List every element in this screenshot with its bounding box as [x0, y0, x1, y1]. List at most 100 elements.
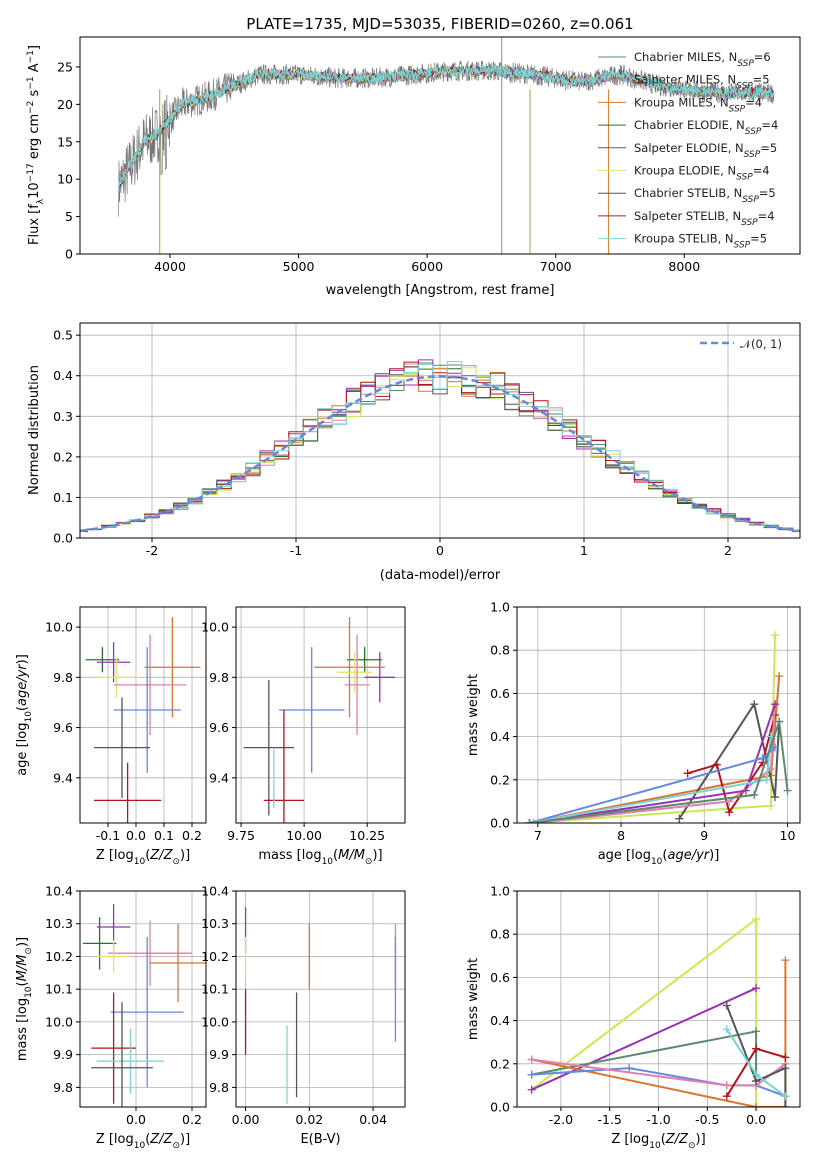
mass-weight-marker	[752, 1027, 761, 1036]
y-tick-label: 15	[57, 134, 73, 149]
errorbar-point	[82, 917, 117, 970]
spectrum-frame	[79, 36, 801, 255]
mass-weight-marker	[771, 793, 780, 802]
y-tick-label: 10.3	[201, 916, 229, 931]
x-tick-label: -0.5	[695, 1112, 719, 1127]
mass-weight-marker	[752, 1103, 761, 1107]
x-tick-label: -0.1	[96, 828, 120, 843]
y-tick-label: 0.2	[490, 1056, 510, 1071]
errorbar-point	[108, 920, 192, 986]
distribution-y-label: Normed distribution	[27, 365, 42, 495]
x-tick-label: 10	[780, 828, 796, 843]
y-tick-label: 5	[65, 209, 73, 224]
legend-entry: Salpeter STELIB, NSSP=4	[634, 209, 775, 228]
mass_vs_z-errorbars	[82, 904, 206, 1107]
y-tick-label: 9.8	[53, 1080, 73, 1095]
distribution-frame	[79, 322, 801, 539]
y-tick-label: 9.6	[209, 720, 229, 735]
y-tick-label: 9.8	[209, 670, 229, 685]
y-tick-label: 10.3	[45, 916, 73, 931]
y-tick-label: 10.4	[45, 884, 73, 899]
x-tick-label: 7000	[540, 259, 572, 274]
spectrum-lines	[118, 37, 775, 254]
mass-weight-marker	[752, 1070, 761, 1079]
mass-weight-marker	[625, 1064, 634, 1073]
distribution-x-label: (data-model)/error	[380, 568, 501, 583]
y-tick-label: 9.4	[209, 770, 229, 785]
y-tick-label: 9.6	[53, 720, 73, 735]
age_vs_z-axes: -0.1 0.0 0.1 0.2 9.4 9.6 9.8 10.0	[45, 607, 206, 843]
mass-weight-marker	[675, 814, 684, 823]
errorbar-point	[91, 992, 136, 1104]
age_vs_mass-axes: 9.75 10.00 10.25 9.4 9.6 9.8 10.0	[201, 607, 405, 843]
age_vs_z-x-label: Z [log10(Z/Z⊙)]	[96, 848, 190, 867]
mass-weight-marker	[766, 801, 775, 810]
y-tick-label: 0.4	[490, 1013, 510, 1028]
y-tick-label: 0.0	[53, 531, 73, 546]
y-tick-label: 0.8	[490, 643, 510, 658]
y-tick-label: 0.4	[53, 368, 73, 383]
x-tick-label: 5000	[283, 259, 315, 274]
errorbar-point	[113, 634, 187, 736]
mass-weight-line	[725, 1005, 787, 1107]
mass-weight-marker	[781, 1103, 790, 1107]
legend-entry: Salpeter ELODIE, NSSP=5	[634, 141, 777, 160]
x-tick-label: 10.00	[286, 828, 322, 843]
mass_vs_ebv-frame	[235, 890, 406, 1108]
x-tick-label: 0.00	[232, 1112, 260, 1127]
weight_vs_z-y-label: mass weight	[466, 958, 481, 1040]
mass-weight-marker	[781, 1092, 790, 1101]
mass-weight-marker	[775, 672, 784, 681]
x-tick-label: 4000	[154, 259, 186, 274]
x-tick-label: 0	[436, 543, 444, 558]
mass_vs_z-x-label: Z [log10(Z/Z⊙)]	[96, 1132, 190, 1151]
spectrum-x-label: wavelength [Angstrom, rest frame]	[326, 283, 555, 298]
distribution-histograms	[80, 359, 800, 533]
errorbar-point	[94, 762, 162, 823]
errorbar-point	[144, 617, 201, 718]
mass-weight-marker	[722, 1025, 731, 1034]
age_vs_mass-frame	[235, 606, 406, 824]
errorbar-point	[364, 652, 395, 703]
x-tick-label: -2.0	[549, 1112, 573, 1127]
x-tick-label: 0.0	[126, 828, 146, 843]
x-tick-label: 9	[700, 828, 708, 843]
mass-weight-marker	[752, 984, 761, 993]
errorbar-point	[263, 709, 305, 823]
mass-weight-marker	[527, 1085, 536, 1094]
y-tick-label: 25	[57, 59, 73, 74]
legend-entry: Kroupa STELIB, NSSP=5	[634, 232, 767, 251]
y-tick-label: 9.8	[53, 670, 73, 685]
mass-weight-line	[529, 721, 789, 823]
y-tick-label: 0.1	[53, 490, 73, 505]
x-tick-label: 0.2	[182, 828, 202, 843]
errorbar-point	[346, 647, 383, 673]
y-tick-label: 9.9	[209, 1047, 229, 1062]
legend-entry: Salpeter MILES, NSSP=5	[634, 73, 770, 92]
mass-weight-marker	[781, 1064, 790, 1073]
mass-weight-marker	[722, 1081, 731, 1090]
x-tick-label: 1	[580, 543, 588, 558]
mass-weight-line	[530, 917, 758, 1107]
y-tick-label: 0.4	[490, 729, 510, 744]
spectrum-y-label: Flux [fλ10−17 erg cm−2 s−1 A−1]	[26, 45, 46, 245]
y-tick-label: 10.0	[201, 1014, 229, 1029]
y-tick-label: 10.0	[45, 1014, 73, 1029]
mass-weight-marker	[758, 754, 767, 763]
mass-weight-marker	[722, 1092, 731, 1101]
y-tick-label: 0	[65, 247, 73, 262]
histogram-line	[80, 361, 800, 532]
y-tick-label: 0.2	[53, 449, 73, 464]
y-tick-label: 10.0	[201, 620, 229, 635]
errorbar-point	[314, 617, 385, 718]
y-tick-label: 1.0	[490, 600, 510, 615]
y-tick-label: 9.8	[209, 1080, 229, 1095]
x-tick-label: 8	[617, 828, 625, 843]
x-tick-label: 0.0	[126, 1112, 146, 1127]
errorbar-point	[110, 936, 184, 1088]
figure-title: PLATE=1735, MJD=53035, FIBERID=0260, z=0…	[246, 15, 633, 33]
normal-curve-line	[80, 374, 800, 533]
x-tick-label: 9.75	[227, 828, 255, 843]
y-tick-label: 10	[57, 172, 73, 187]
